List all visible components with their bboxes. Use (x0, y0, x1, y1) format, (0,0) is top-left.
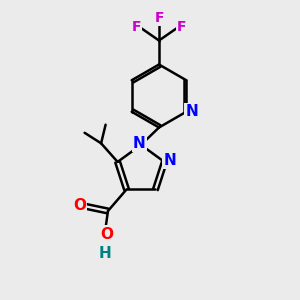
Text: N: N (185, 104, 198, 119)
Text: N: N (164, 153, 176, 168)
Text: H: H (99, 245, 111, 260)
Text: F: F (154, 11, 164, 25)
Text: O: O (73, 197, 86, 212)
Text: F: F (132, 20, 141, 34)
Text: N: N (133, 136, 146, 151)
Text: F: F (177, 20, 186, 34)
Text: O: O (100, 226, 113, 242)
